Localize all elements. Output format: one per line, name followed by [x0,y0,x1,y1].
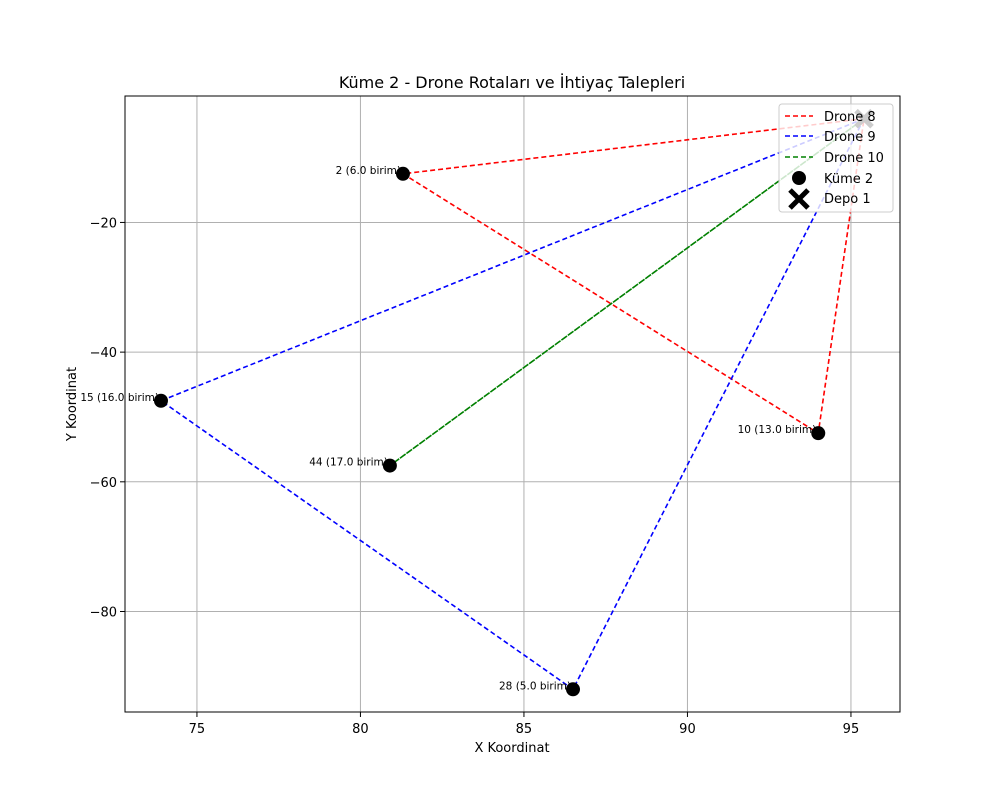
x-tick-label: 85 [516,722,533,737]
legend-label-drone-8: Drone 8 [824,110,876,125]
y-tick-label: −80 [90,605,117,620]
y-tick-label: −60 [90,476,117,491]
legend-label-kume-2: Küme 2 [824,172,873,187]
demand-point-label: 15 (16.0 birim) [80,392,159,404]
demand-point [811,426,826,441]
axis-ticks: 75 80 85 90 95 −20 −40 −60 −80 [90,216,860,737]
demand-points [153,108,874,697]
route-drone-9 [159,117,865,691]
plot-frame [124,95,901,713]
legend-swatch-kume-2 [792,171,806,185]
demand-point [382,458,397,473]
x-tick-label: 95 [843,722,860,737]
x-tick-label: 90 [679,722,696,737]
y-tick-label: −40 [90,346,117,361]
demand-point-label: 10 (13.0 birim) [738,424,817,436]
route-drone-8 [400,117,865,435]
demand-point [395,166,410,181]
legend-label-drone-9: Drone 9 [824,130,876,145]
x-tick-label: 80 [352,722,369,737]
legend: Drone 8 Drone 9 Drone 10 Küme 2 Depo 1 [778,103,894,213]
legend-swatch-depot-x-icon [788,188,810,210]
demand-point-label: 2 (6.0 birim) [336,165,401,177]
x-axis-label: X Koordinat [474,741,549,756]
point-labels: 2 (6.0 birim) 10 (13.0 birim) 15 (16.0 bir… [80,165,816,692]
grid [125,96,900,712]
legend-box [778,103,894,213]
y-axis-label: Y Koordinat [65,367,80,442]
legend-label-drone-10: Drone 10 [824,151,884,166]
legend-label-depo-1: Depo 1 [824,192,871,207]
demand-point [565,682,580,697]
chart-title: Küme 2 - Drone Rotaları ve İhtiyaç Talep… [339,73,685,92]
demand-point-label: 44 (17.0 birim) [309,457,388,469]
routes [159,117,865,691]
demand-point-label: 28 (5.0 birim) [499,680,571,692]
x-tick-label: 75 [189,722,206,737]
y-tick-label: −20 [90,216,117,231]
demand-point [153,393,168,408]
